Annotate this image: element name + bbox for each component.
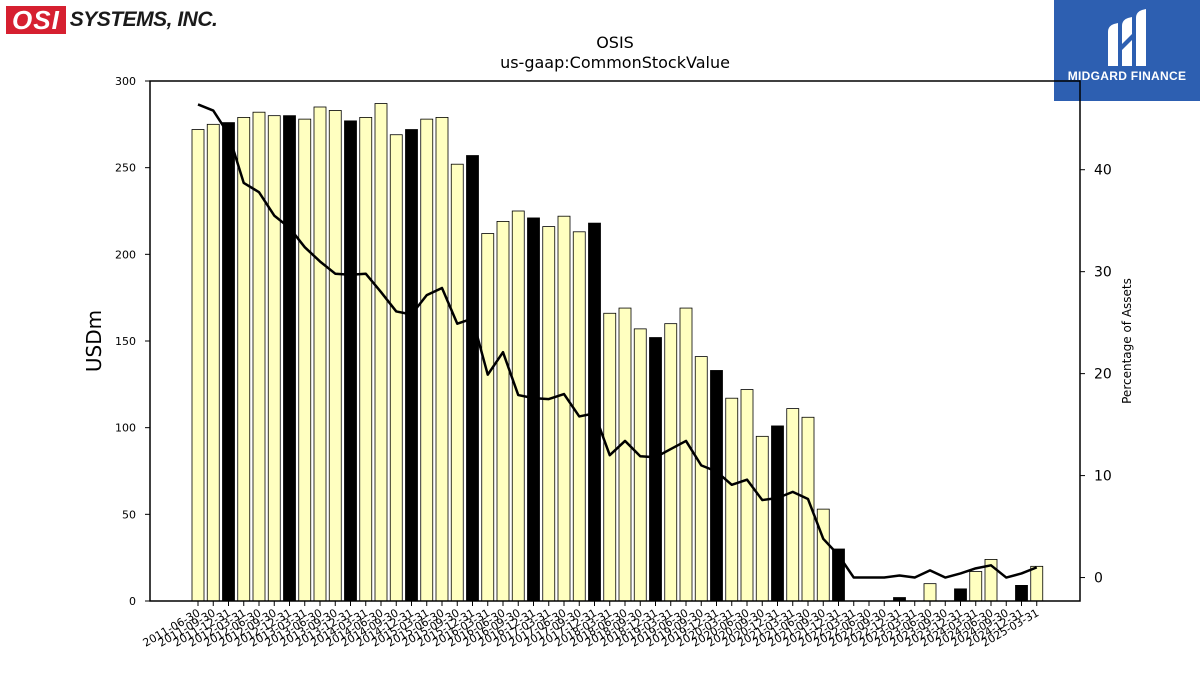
bar-2023-06-30: [923, 583, 937, 602]
bar-2016-06-30: [496, 220, 510, 602]
osi-systems-logo: OSI SYSTEMS, INC.: [6, 6, 218, 34]
y2-tick-label: 10: [1094, 469, 1112, 485]
y2-tick-label: 20: [1094, 367, 1112, 383]
percentage-line-series: [197, 103, 1038, 579]
bar-2013-12-31: [344, 120, 357, 602]
bar-2011-06-30: [191, 129, 205, 602]
bar-2014-03-31: [359, 117, 373, 602]
midgard-mark-icon: [1108, 9, 1146, 66]
y2-tick-label: 40: [1094, 163, 1112, 179]
bar-2018-06-30: [618, 307, 632, 602]
bar-2011-09-30: [206, 123, 220, 602]
bar-2013-03-31: [298, 118, 312, 602]
y-tick-label: 300: [115, 75, 136, 88]
bar-2018-12-31: [649, 337, 662, 602]
bar-2015-12-31: [466, 155, 479, 602]
bar-2020-12-31: [771, 425, 784, 602]
bar-2014-06-30: [374, 103, 388, 602]
bar-series: [191, 103, 1044, 602]
bar-2017-06-30: [557, 215, 571, 602]
percentage-line: [197, 103, 1038, 579]
osi-logo-mark: OSI: [6, 6, 66, 34]
bar-2020-09-30: [755, 435, 769, 602]
x-axis: 2011-06-302011-09-302011-12-312012-03-31…: [141, 601, 1041, 650]
chart-title: OSIS: [596, 33, 634, 52]
right-axis: 0 10 20 30 40: [1080, 163, 1112, 587]
bar-2019-03-31: [664, 323, 678, 602]
bar-2016-03-31: [481, 233, 495, 602]
y-tick-label: 250: [115, 162, 136, 175]
osi-logo-text: SYSTEMS, INC.: [69, 8, 218, 31]
bar-2019-12-31: [710, 370, 723, 602]
y2-tick-label: 30: [1094, 265, 1112, 281]
midgard-logo-text: MIDGARD FINANCE: [1067, 69, 1187, 83]
y-tick-label: 150: [115, 335, 136, 348]
bar-2013-06-30: [313, 106, 327, 602]
bar-2012-09-30: [267, 115, 281, 602]
y2-axis-label: Percentage of Assets: [1120, 278, 1134, 404]
bar-2020-06-30: [740, 389, 754, 602]
bar-2019-06-30: [679, 307, 693, 602]
bar-2021-03-31: [786, 408, 800, 602]
bar-2017-12-31: [588, 222, 601, 602]
bar-2012-06-30: [252, 111, 266, 602]
bar-2012-12-31: [283, 115, 296, 602]
bar-2025-03-31: [1030, 565, 1044, 602]
bar-2021-09-30: [816, 508, 830, 602]
bar-2018-09-30: [633, 328, 647, 602]
bar-2015-03-31: [420, 118, 434, 602]
bar-2019-09-30: [694, 356, 708, 602]
y2-tick-label: 0: [1094, 571, 1103, 587]
bar-2017-03-31: [542, 226, 556, 602]
bar-2023-12-31: [954, 588, 967, 602]
bar-2011-12-31: [222, 122, 235, 602]
left-axis: 0 50 100 150 200 250 300: [115, 75, 150, 608]
bar-2014-09-30: [389, 134, 403, 602]
y-tick-label: 0: [129, 595, 136, 608]
bar-2013-09-30: [328, 110, 342, 602]
y-tick-label: 200: [115, 248, 136, 261]
bar-2015-09-30: [450, 163, 464, 602]
bar-2012-03-31: [237, 117, 251, 602]
midgard-finance-logo: MIDGARD FINANCE: [1054, 0, 1200, 101]
y-axis-label: USDm: [82, 310, 106, 372]
chart-subtitle: us-gaap:CommonStockValue: [500, 53, 730, 72]
bar-2024-03-31: [969, 571, 983, 602]
bar-2014-12-31: [405, 129, 418, 602]
bar-2015-06-30: [435, 117, 449, 602]
bar-2018-03-31: [603, 312, 617, 602]
bar-2024-12-31: [1015, 585, 1028, 602]
bar-2016-09-30: [511, 210, 525, 602]
bar-2020-03-31: [725, 397, 739, 602]
y-tick-label: 50: [122, 508, 136, 521]
y-tick-label: 100: [115, 422, 136, 435]
bar-2016-12-31: [527, 217, 540, 602]
